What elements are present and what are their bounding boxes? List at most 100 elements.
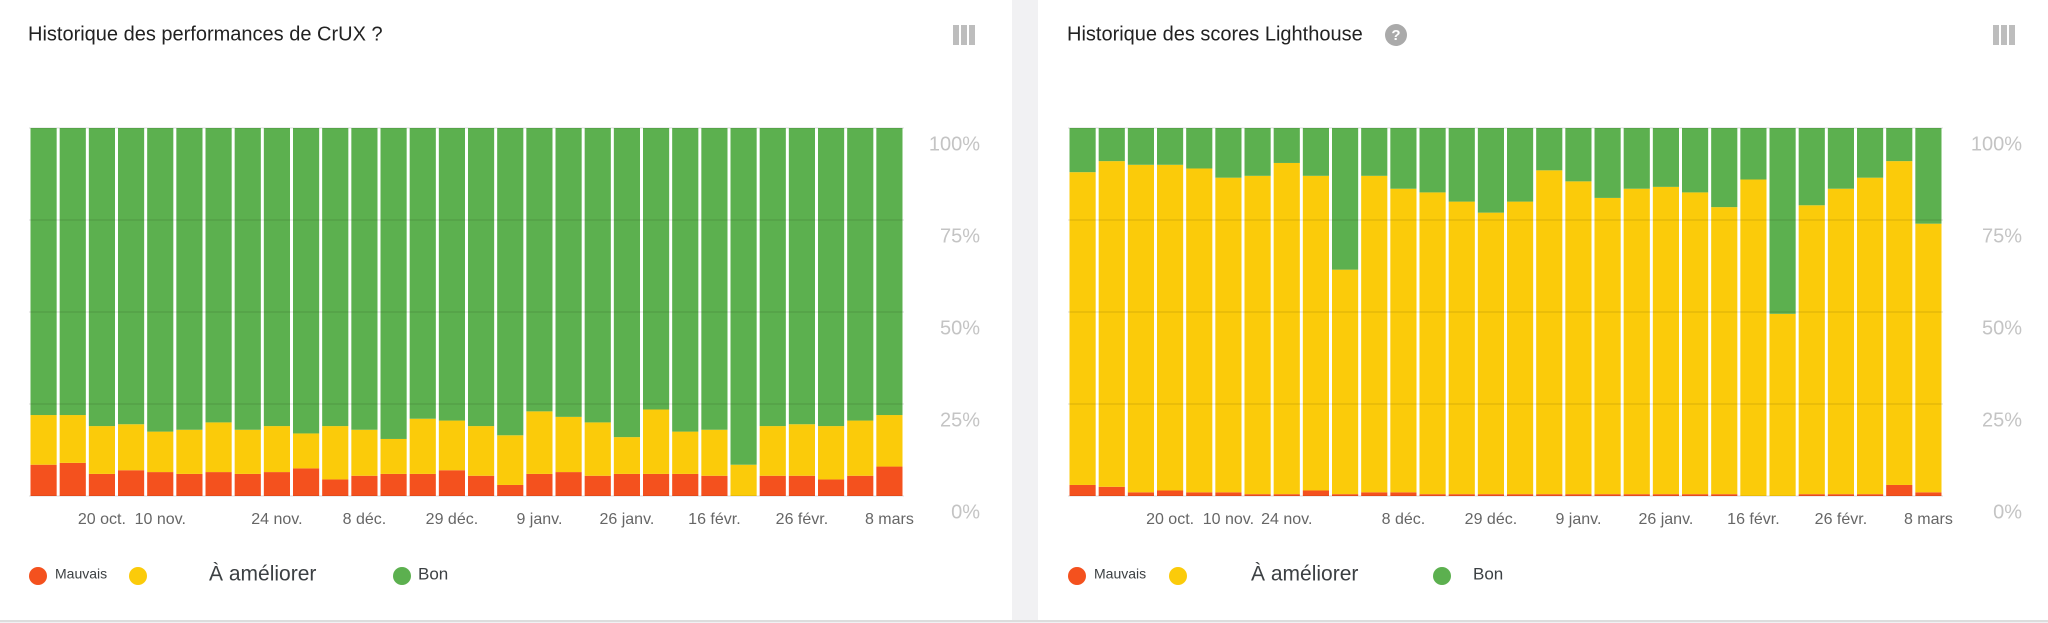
bar-segment xyxy=(1302,128,1329,176)
bar-segment xyxy=(468,128,495,427)
bar-segment xyxy=(1244,128,1271,176)
bar-segment xyxy=(1244,494,1271,496)
bar-segment xyxy=(1711,128,1738,208)
bar-segment xyxy=(613,128,640,438)
bar-segment xyxy=(380,128,407,439)
bar-segment xyxy=(730,464,757,496)
bar-segment xyxy=(1740,128,1767,180)
chart-title: Historique des scores Lighthouse xyxy=(1067,23,1363,45)
bar-segment xyxy=(1390,492,1417,496)
bar-segment xyxy=(59,415,86,463)
x-tick-label: 20 oct. xyxy=(78,511,126,528)
bar-segment xyxy=(1157,128,1184,165)
bar-segment xyxy=(88,473,115,496)
bar-segment xyxy=(1477,212,1504,495)
bar-segment xyxy=(1798,494,1825,496)
bar-segment xyxy=(468,426,495,476)
bar-segment xyxy=(1419,494,1446,496)
bar-segment xyxy=(847,475,874,496)
x-tick-label: 20 oct. xyxy=(1146,511,1194,528)
bar-segment xyxy=(351,128,378,430)
bar-segment xyxy=(1069,128,1096,173)
x-tick-label: 29 déc. xyxy=(426,511,478,528)
bar-segment xyxy=(234,128,261,430)
bar-segment xyxy=(322,479,349,496)
bar-segment xyxy=(1565,181,1592,495)
x-tick-label: 24 nov. xyxy=(1261,511,1312,528)
bar-segment xyxy=(847,420,874,476)
bar-segment xyxy=(438,470,465,496)
y-tick-label: 25% xyxy=(940,409,980,431)
chart-type-icon[interactable] xyxy=(953,25,975,45)
x-tick-label: 26 févr. xyxy=(1815,511,1867,528)
bar-segment xyxy=(1507,494,1534,496)
bar-segment xyxy=(147,431,174,473)
bar-segment xyxy=(263,128,290,427)
bar-segment xyxy=(497,484,524,496)
bar-segment xyxy=(118,424,145,471)
legend-label: Bon xyxy=(418,564,448,583)
bar-segment xyxy=(1594,128,1621,198)
chart-type-icon[interactable] xyxy=(1993,25,2015,45)
bar-segment xyxy=(1536,170,1563,495)
bar-segment xyxy=(1186,492,1213,496)
bar-segment xyxy=(555,416,582,473)
bar-segment xyxy=(176,473,203,496)
x-tick-label: 29 déc. xyxy=(1465,511,1517,528)
bar-segment xyxy=(438,420,465,471)
bar-segment xyxy=(1565,128,1592,182)
bar-segment xyxy=(118,128,145,425)
bar-segment xyxy=(1361,175,1388,493)
bar-segment xyxy=(1536,128,1563,171)
bar-segment xyxy=(1098,486,1125,496)
bar-segment xyxy=(526,473,553,496)
bar-segment xyxy=(1332,494,1359,496)
svg-text:?: ? xyxy=(1391,27,1400,44)
bar-segment xyxy=(1127,492,1154,496)
bar-segment xyxy=(643,473,670,496)
x-tick-label: 8 mars xyxy=(1904,511,1953,528)
bar-segment xyxy=(1682,192,1709,495)
bar-segment xyxy=(1215,128,1242,178)
x-tick-label: 26 févr. xyxy=(776,511,828,528)
bar-segment xyxy=(1682,128,1709,193)
bar-segment xyxy=(701,475,728,496)
x-tick-label: 10 nov. xyxy=(135,511,186,528)
bar-segment xyxy=(59,128,86,416)
bar-segment xyxy=(526,411,553,474)
bar-segment xyxy=(1623,494,1650,496)
chart-title: Historique des performances de CrUX ? xyxy=(28,23,383,45)
bar-segment xyxy=(88,128,115,427)
bar-segment xyxy=(205,472,232,496)
bar-segment xyxy=(1477,494,1504,496)
bar-segment xyxy=(1857,494,1884,496)
bar-segment xyxy=(1215,177,1242,493)
bar-segment xyxy=(1127,128,1154,165)
bar-segment xyxy=(1740,179,1767,496)
bar-segment xyxy=(409,128,436,419)
bar-segment xyxy=(1302,175,1329,491)
bar-segment xyxy=(1186,168,1213,493)
bar-segment xyxy=(205,128,232,423)
legend-label: Bon xyxy=(1473,564,1503,583)
bar-segment xyxy=(176,128,203,430)
y-tick-label: 75% xyxy=(940,225,980,247)
bar-segment xyxy=(234,473,261,496)
legend-swatch xyxy=(129,567,147,585)
x-tick-label: 16 févr. xyxy=(688,511,740,528)
bar-segment xyxy=(701,128,728,430)
x-tick-label: 26 janv. xyxy=(1638,511,1693,528)
legend-label: À améliorer xyxy=(209,563,316,586)
bar-segment xyxy=(118,470,145,496)
legend-swatch xyxy=(1068,567,1086,585)
bar-segment xyxy=(701,429,728,476)
bar-segment xyxy=(788,475,815,496)
help-icon[interactable]: ? xyxy=(1385,24,1407,46)
bar-segment xyxy=(1332,269,1359,495)
bar-segment xyxy=(380,438,407,474)
bar-segment xyxy=(1857,128,1884,178)
bar-segment xyxy=(1302,490,1329,496)
bar-segment xyxy=(1711,207,1738,495)
bar-segment xyxy=(1798,205,1825,495)
